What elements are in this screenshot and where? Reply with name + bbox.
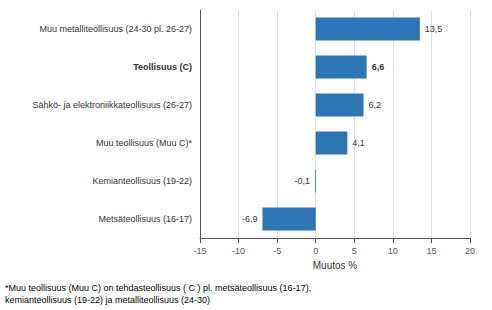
svg-text:-15: -15 <box>193 246 206 256</box>
svg-text:0: 0 <box>313 246 318 256</box>
svg-text:5: 5 <box>352 246 357 256</box>
svg-text:Kemianteollisuus (19-22): Kemianteollisuus (19-22) <box>92 176 192 186</box>
svg-text:*Muu teollisuus (Muu C) on teh: *Muu teollisuus (Muu C) on tehdasteollis… <box>5 283 311 293</box>
svg-text:-6,9: -6,9 <box>242 214 258 224</box>
svg-text:kemianteollisuus (19-22) ja me: kemianteollisuus (19-22) ja metalliteoll… <box>5 295 210 305</box>
svg-text:Metsäteollisuus (16-17): Metsäteollisuus (16-17) <box>98 214 192 224</box>
svg-text:-10: -10 <box>232 246 245 256</box>
svg-text:Teollisuus (C): Teollisuus (C) <box>133 62 192 72</box>
svg-text:6,2: 6,2 <box>369 100 382 110</box>
svg-text:10: 10 <box>388 246 398 256</box>
svg-text:Muu teollisuus (Muu C)*: Muu teollisuus (Muu C)* <box>96 138 193 148</box>
svg-text:4,1: 4,1 <box>352 138 365 148</box>
svg-text:15: 15 <box>426 246 436 256</box>
svg-text:Muu metalliteollisuus (24-30 p: Muu metalliteollisuus (24-30 pl. 26-27) <box>39 24 192 34</box>
svg-text:13,5: 13,5 <box>425 24 443 34</box>
svg-text:Muutos %: Muutos % <box>313 260 358 271</box>
svg-text:Sähkö- ja elektroniikkateollis: Sähkö- ja elektroniikkateollisuus (26-27… <box>32 100 192 110</box>
svg-text:-5: -5 <box>273 246 281 256</box>
svg-text:-0,1: -0,1 <box>294 176 310 186</box>
svg-text:6,6: 6,6 <box>372 62 385 72</box>
svg-text:20: 20 <box>465 246 475 256</box>
